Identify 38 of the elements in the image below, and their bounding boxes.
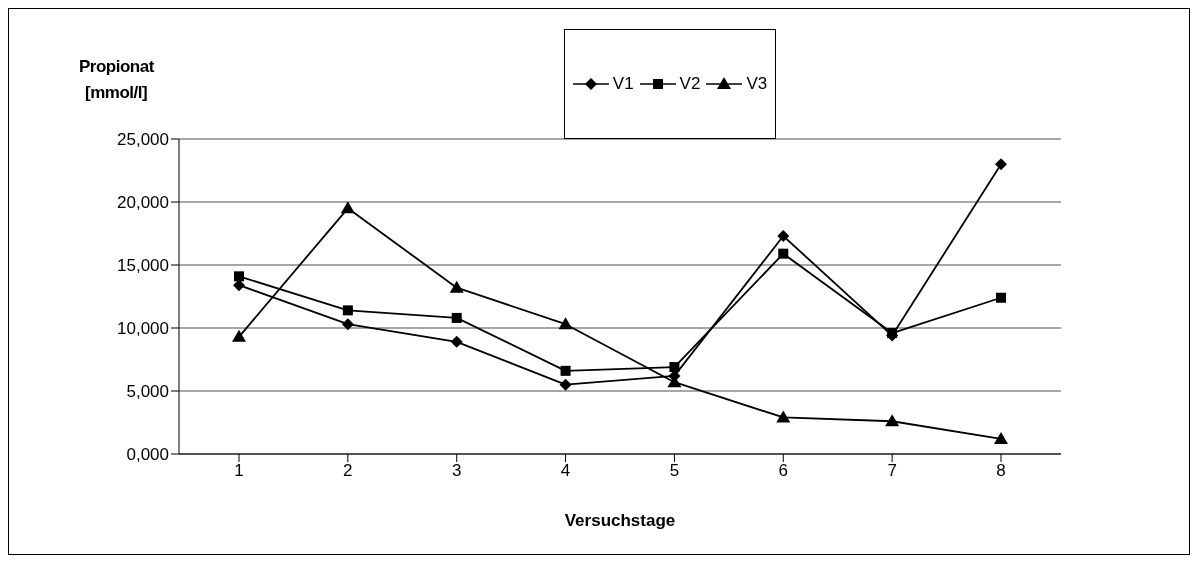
point xyxy=(342,305,353,316)
point xyxy=(994,431,1008,444)
point xyxy=(996,292,1006,303)
point xyxy=(450,335,463,348)
x-tick-label: 6 xyxy=(778,461,789,481)
x-tick-label: 2 xyxy=(343,461,353,481)
legend-label: V2 xyxy=(679,74,701,94)
y-tick-label: 10,000 xyxy=(117,319,169,339)
point xyxy=(449,280,464,293)
x-tick-label: 3 xyxy=(451,461,462,481)
point xyxy=(885,414,900,427)
point xyxy=(234,271,244,282)
y-tick-label: 20,000 xyxy=(117,193,169,213)
point xyxy=(669,362,680,373)
x-axis-title: Versuchstage xyxy=(564,511,676,530)
point xyxy=(778,248,789,259)
x-tick-label: 8 xyxy=(996,461,1006,481)
x-tick-label: 4 xyxy=(560,461,571,481)
legend-label: V1 xyxy=(612,74,634,94)
point xyxy=(560,365,571,376)
point xyxy=(558,317,573,330)
point xyxy=(995,158,1007,171)
point xyxy=(559,378,572,391)
y-tick-label: 5,000 xyxy=(126,382,169,402)
point xyxy=(340,201,355,214)
y-tick-label: 25,000 xyxy=(117,130,169,150)
point xyxy=(777,230,790,243)
point xyxy=(776,410,791,423)
legend-label: V3 xyxy=(746,74,768,94)
x-tick-label: 7 xyxy=(887,461,897,481)
x-tick-label: 1 xyxy=(234,461,244,481)
point xyxy=(341,318,354,331)
point xyxy=(232,329,246,342)
x-tick-label: 5 xyxy=(669,461,680,481)
y-axis-title: Propionat [mmol/l] xyxy=(79,56,154,104)
y-tick-label: 15,000 xyxy=(117,256,169,276)
point xyxy=(451,312,462,323)
y-tick-label: 0,000 xyxy=(126,445,169,465)
